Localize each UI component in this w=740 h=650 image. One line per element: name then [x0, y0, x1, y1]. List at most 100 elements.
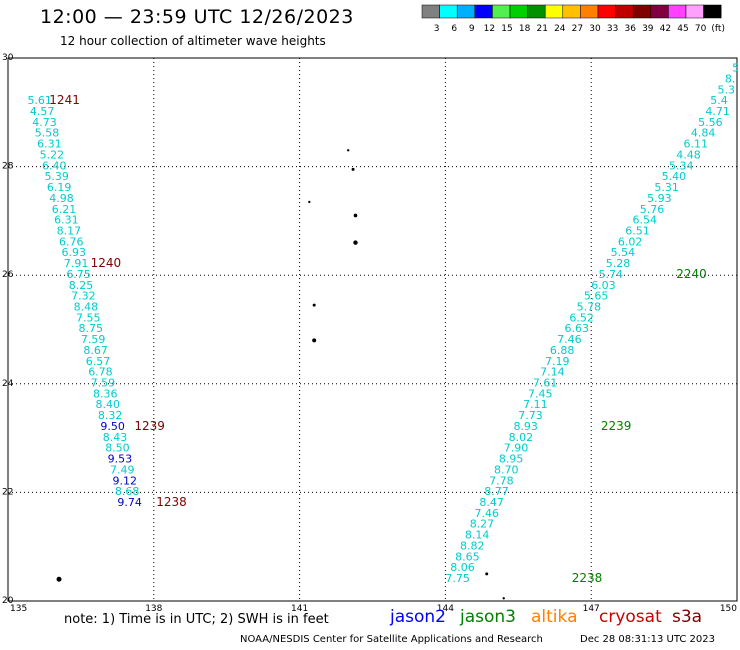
island — [502, 597, 505, 600]
lat-tick-label: 28 — [2, 162, 14, 172]
wave-height-label: 7.45 — [528, 387, 553, 400]
lat-tick-label: 30 — [2, 53, 14, 63]
wave-height-label: 6.78 — [88, 366, 113, 379]
wave-height-label: 6.63 — [564, 322, 589, 335]
wave-height-label: 4.71 — [705, 105, 730, 118]
wave-height-label: 5.78 — [577, 300, 602, 313]
wave-height-label: 5.3 — [718, 83, 736, 96]
scale-label: 36 — [624, 24, 636, 34]
wave-height-label: 5.56 — [698, 116, 723, 129]
wave-height-label: 5.39 — [44, 170, 68, 183]
lon-tick-label: 141 — [291, 604, 308, 612]
wave-height-label: 8.95 — [499, 453, 524, 466]
wave-height-label: 7.73 — [518, 409, 543, 422]
wave-height-label: 8.50 — [105, 442, 130, 455]
wave-height-label: 7.61 — [533, 377, 558, 390]
wave-height-label: 8.82 — [460, 539, 485, 552]
legend-s3a: s3a — [672, 607, 703, 627]
wave-height-label: 5.65 — [584, 290, 609, 303]
pass-time-label: 1239 — [134, 419, 165, 433]
scale-label: 21 — [536, 24, 547, 34]
scale-label: 6 — [451, 24, 457, 34]
wave-height-label: 5.34 — [669, 159, 694, 172]
wave-height-label: 7.91 — [64, 257, 89, 270]
wave-height-label: 5.28 — [606, 257, 631, 270]
island — [353, 240, 358, 245]
wave-height-label: 8.67 — [83, 344, 108, 357]
pass-time-label: 1238 — [156, 495, 187, 509]
pass-time-label: 2240 — [676, 267, 707, 281]
wave-height-label: 4.84 — [691, 127, 716, 140]
timestamp-text: Dec 28 08:31:13 UTC 2023 — [580, 634, 715, 645]
wave-height-label: 5.58 — [35, 127, 60, 140]
wave-height-label: 9.12 — [112, 474, 136, 487]
scale-label: (ft) — [711, 24, 725, 34]
wave-height-label: 8.36 — [93, 387, 118, 400]
wave-height-label: 7.59 — [81, 333, 106, 346]
scale-label: 12 — [484, 24, 495, 34]
note-text: note: 1) Time is in UTC; 2) SWH is in fe… — [64, 612, 329, 627]
wave-height-label: 8.27 — [470, 518, 495, 531]
wave-height-label: 5.74 — [598, 268, 623, 281]
wave-height-label: 5.76 — [640, 203, 665, 216]
wave-height-label: 6.21 — [52, 203, 77, 216]
lon-tick-label: 144 — [437, 604, 454, 612]
wave-height-label: 8.75 — [78, 322, 103, 335]
wave-height-label: 5.93 — [647, 192, 672, 205]
wave-height-label: 8.93 — [513, 420, 538, 433]
wave-height-label: 4.48 — [676, 148, 701, 161]
wave-height-label: 6.31 — [54, 214, 79, 227]
wave-height-label: 5.31 — [654, 181, 679, 194]
wave-height-label: 6.76 — [59, 235, 84, 248]
lat-tick-label: 26 — [2, 270, 14, 280]
wave-height-label: 7.49 — [110, 463, 135, 476]
wave-height-label: 7.55 — [76, 311, 101, 324]
wave-height-label: 8.70 — [494, 463, 519, 476]
wave-height-label: 7.78 — [489, 474, 514, 487]
scale-label: 30 — [589, 24, 601, 34]
scale-label: 33 — [607, 24, 618, 34]
island — [312, 338, 317, 343]
wave-height-label: 7.90 — [504, 442, 528, 455]
wave-height-label: 6.40 — [42, 159, 67, 172]
wave-height-label: 8.40 — [95, 398, 120, 411]
wave-height-label: 5.40 — [662, 170, 687, 183]
wave-height-label: 6.57 — [86, 355, 111, 368]
wave-height-label: 8.25 — [69, 279, 94, 292]
wave-height-label: 8.68 — [115, 485, 140, 498]
wave-height-label: 7.11 — [523, 398, 548, 411]
wave-height-label: 6.93 — [61, 246, 86, 259]
wave-height-label: 8.02 — [509, 431, 533, 444]
wave-height-label: 7.46 — [475, 507, 500, 520]
island — [485, 572, 489, 576]
scale-label: 70 — [695, 24, 707, 34]
island — [351, 167, 355, 171]
scale-label: 45 — [677, 24, 688, 34]
island — [308, 200, 311, 204]
wave-height-label: 7.14 — [540, 366, 565, 379]
wave-height-label: 6.19 — [47, 181, 72, 194]
legend-cryosat: cryosat — [599, 607, 662, 627]
scale-label: 18 — [519, 24, 531, 34]
lat-tick-label: 22 — [2, 487, 13, 497]
wave-height-label: 5.4 — [710, 94, 728, 107]
legend-jason3: jason3 — [460, 607, 516, 627]
wave-height-label: 8.32 — [98, 409, 123, 422]
lon-tick-label: 138 — [145, 604, 162, 612]
wave-height-label: 8.47 — [479, 496, 504, 509]
wave-height-label: 8.06 — [450, 561, 475, 574]
wave-height-label: 4.98 — [49, 192, 73, 205]
wave-height-label: 6.88 — [550, 344, 575, 357]
wave-height-label: 7.59 — [91, 377, 116, 390]
wave-height-label: 6.75 — [66, 268, 91, 281]
scale-swatch — [703, 4, 722, 19]
pass-time-label: 2239 — [601, 419, 632, 433]
scale-label: 15 — [501, 24, 512, 34]
wave-height-label: 5.22 — [40, 148, 64, 161]
island — [56, 576, 62, 582]
wave-height-label: 4.73 — [32, 116, 57, 129]
wave-height-label: 9.74 — [117, 496, 142, 509]
wave-height-label: 8.43 — [103, 431, 128, 444]
wave-height-label: 9.53 — [108, 453, 133, 466]
wave-height-label: 8.14 — [465, 529, 490, 542]
